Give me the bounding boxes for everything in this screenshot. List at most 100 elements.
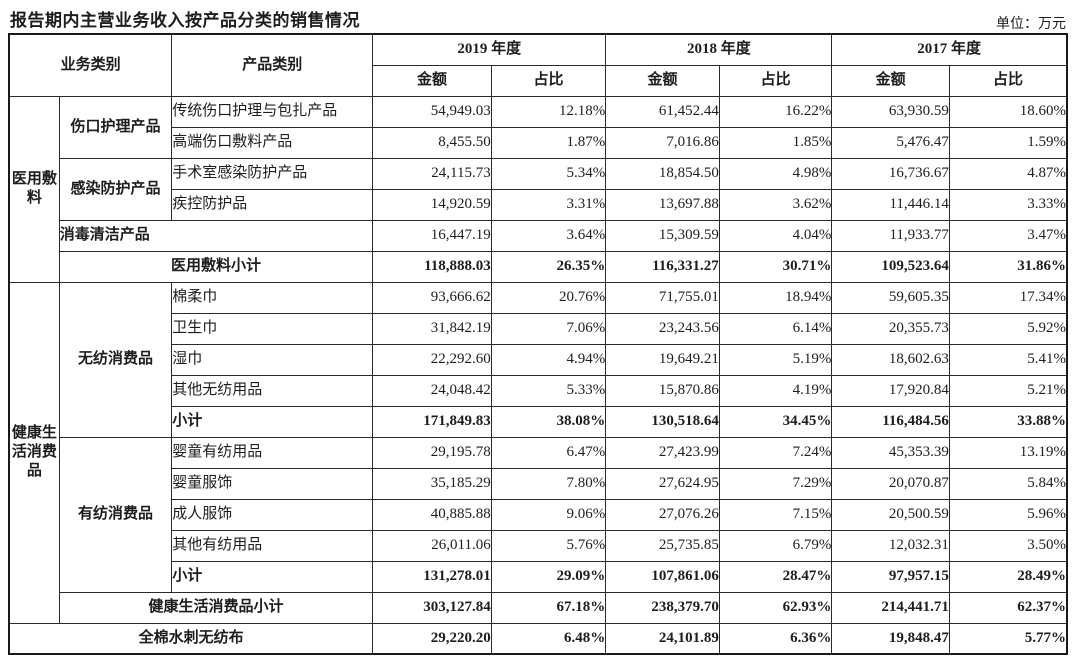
value-cell: 28.49% [948,560,1068,593]
subtotal-label-cell: 小计 [171,405,374,438]
value-cell: 116,484.56 [831,405,950,438]
value-cell: 13,697.88 [605,188,720,221]
value-cell: 12,032.31 [831,529,950,562]
value-cell: 3.31% [490,188,607,221]
value-cell: 6.14% [718,312,833,345]
value-cell: 5.92% [948,312,1068,345]
business-category-cell: 健康生活消费品 [8,281,60,624]
value-cell: 5.21% [948,374,1068,407]
value-cell: 29.09% [490,560,607,593]
value-cell: 9.06% [490,498,607,531]
value-cell: 62.37% [948,591,1068,624]
value-cell: 15,309.59 [605,219,720,252]
header-cell: 占比 [718,64,833,97]
header-cell: 产品类别 [171,33,374,97]
value-cell: 34.45% [718,405,833,438]
table-row: 感染防护产品 手术室感染防护产品 24,115.73 5.34% 18,854.50 4.… [9,157,1068,221]
value-cell: 24,048.42 [372,374,492,407]
table-row: 消毒清洁产品 16,447.19 3.64% 15,309.59 4.04% 11,933… [9,219,1068,252]
header-cell: 业务类别 [8,33,173,97]
table-row: 全棉水刺无纺布 29,220.20 6.48% 24,101.89 6.36% 19,84… [8,622,1068,655]
subtotal-label-cell: 全棉水刺无纺布 [8,622,374,655]
table-row: 高端伤口敷料产品 8,455.50 1.87% 7,016.86 1.85% 5,476.… [9,126,1068,159]
table-row: 健康生活消费品 无纺消费品 棉柔巾 93,666.62 20.76% 71,755.01 1… [8,281,1068,624]
value-cell: 6.36% [718,622,833,655]
value-cell: 3.33% [948,188,1068,221]
product-name-cell: 其他无纺用品 [171,374,374,407]
value-cell: 11,446.14 [831,188,950,221]
product-name-cell: 手术室感染防护产品 [171,157,374,190]
value-cell: 35,185.29 [372,467,492,500]
value-cell: 214,441.71 [831,591,950,624]
product-name-cell: 其他有纺用品 [171,529,374,562]
value-cell: 7.29% [718,467,833,500]
subtotal-label-cell: 健康生活消费品小计 [58,591,374,624]
table-row: 婴童服饰 35,185.29 7.80% 27,624.95 7.29% 20,070.8… [9,467,1068,500]
value-cell: 31,842.19 [372,312,492,345]
value-cell: 30.71% [718,250,833,283]
value-cell: 7,016.86 [605,126,720,159]
value-cell: 1.59% [948,126,1068,159]
value-cell: 109,523.64 [831,250,950,283]
value-cell: 17,920.84 [831,374,950,407]
value-cell: 23,243.56 [605,312,720,345]
value-cell: 4.87% [948,157,1068,190]
value-cell: 6.47% [490,436,607,469]
value-cell: 5.84% [948,467,1068,500]
value-cell: 118,888.03 [372,250,492,283]
value-cell: 17.34% [948,281,1068,314]
product-category-cell: 有纺消费品 [58,436,173,593]
table-row: 其他有纺用品 26,011.06 5.76% 25,735.85 6.79% 12,032… [9,529,1068,562]
value-cell: 238,379.70 [605,591,720,624]
header-cell: 占比 [948,64,1068,97]
product-name-cell: 高端伤口敷料产品 [171,126,374,159]
value-cell: 4.04% [718,219,833,252]
value-cell: 4.98% [718,157,833,190]
value-cell: 6.79% [718,529,833,562]
value-cell: 24,101.89 [605,622,720,655]
header-cell: 金额 [372,64,492,97]
value-cell: 18.94% [718,281,833,314]
product-name-cell: 婴童服饰 [171,467,374,500]
value-cell: 303,127.84 [372,591,492,624]
header-cell: 金额 [831,64,950,97]
value-cell: 20.76% [490,281,607,314]
business-category-cell: 医用敷料 [8,95,60,283]
value-cell: 18.60% [948,95,1068,128]
value-cell: 61,452.44 [605,95,720,128]
subtotal-label-cell: 医用敷料小计 [58,250,374,283]
table-row: 健康生活消费品小计 303,127.84 67.18% 238,379.70 62.93… [9,591,1068,624]
value-cell: 13.19% [948,436,1068,469]
value-cell: 11,933.77 [831,219,950,252]
value-cell: 5.19% [718,343,833,376]
header-cell: 金额 [605,64,720,97]
table-row: 卫生巾 31,842.19 7.06% 23,243.56 6.14% 20,355.73… [9,312,1068,345]
value-cell: 54,949.03 [372,95,492,128]
value-cell: 3.50% [948,529,1068,562]
table-row: 其他无纺用品 24,048.42 5.33% 15,870.86 4.19% 17,920… [9,374,1068,407]
value-cell: 5.33% [490,374,607,407]
value-cell: 29,220.20 [372,622,492,655]
value-cell: 4.19% [718,374,833,407]
value-cell: 1.87% [490,126,607,159]
product-category-cell: 消毒清洁产品 [58,219,374,252]
value-cell: 40,885.88 [372,498,492,531]
value-cell: 31.86% [948,250,1068,283]
value-cell: 93,666.62 [372,281,492,314]
value-cell: 20,500.59 [831,498,950,531]
value-cell: 24,115.73 [372,157,492,190]
value-cell: 63,930.59 [831,95,950,128]
page-title: 报告期内主营业务收入按产品分类的销售情况 [10,11,360,30]
value-cell: 18,602.63 [831,343,950,376]
value-cell: 116,331.27 [605,250,720,283]
value-cell: 20,355.73 [831,312,950,345]
value-cell: 20,070.87 [831,467,950,500]
value-cell: 3.62% [718,188,833,221]
table-row: 湿巾 22,292.60 4.94% 19,649.21 5.19% 18,602.63 5… [9,343,1068,376]
value-cell: 45,353.39 [831,436,950,469]
value-cell: 16,447.19 [372,219,492,252]
product-name-cell: 婴童有纺用品 [171,436,374,469]
value-cell: 8,455.50 [372,126,492,159]
value-cell: 29,195.78 [372,436,492,469]
